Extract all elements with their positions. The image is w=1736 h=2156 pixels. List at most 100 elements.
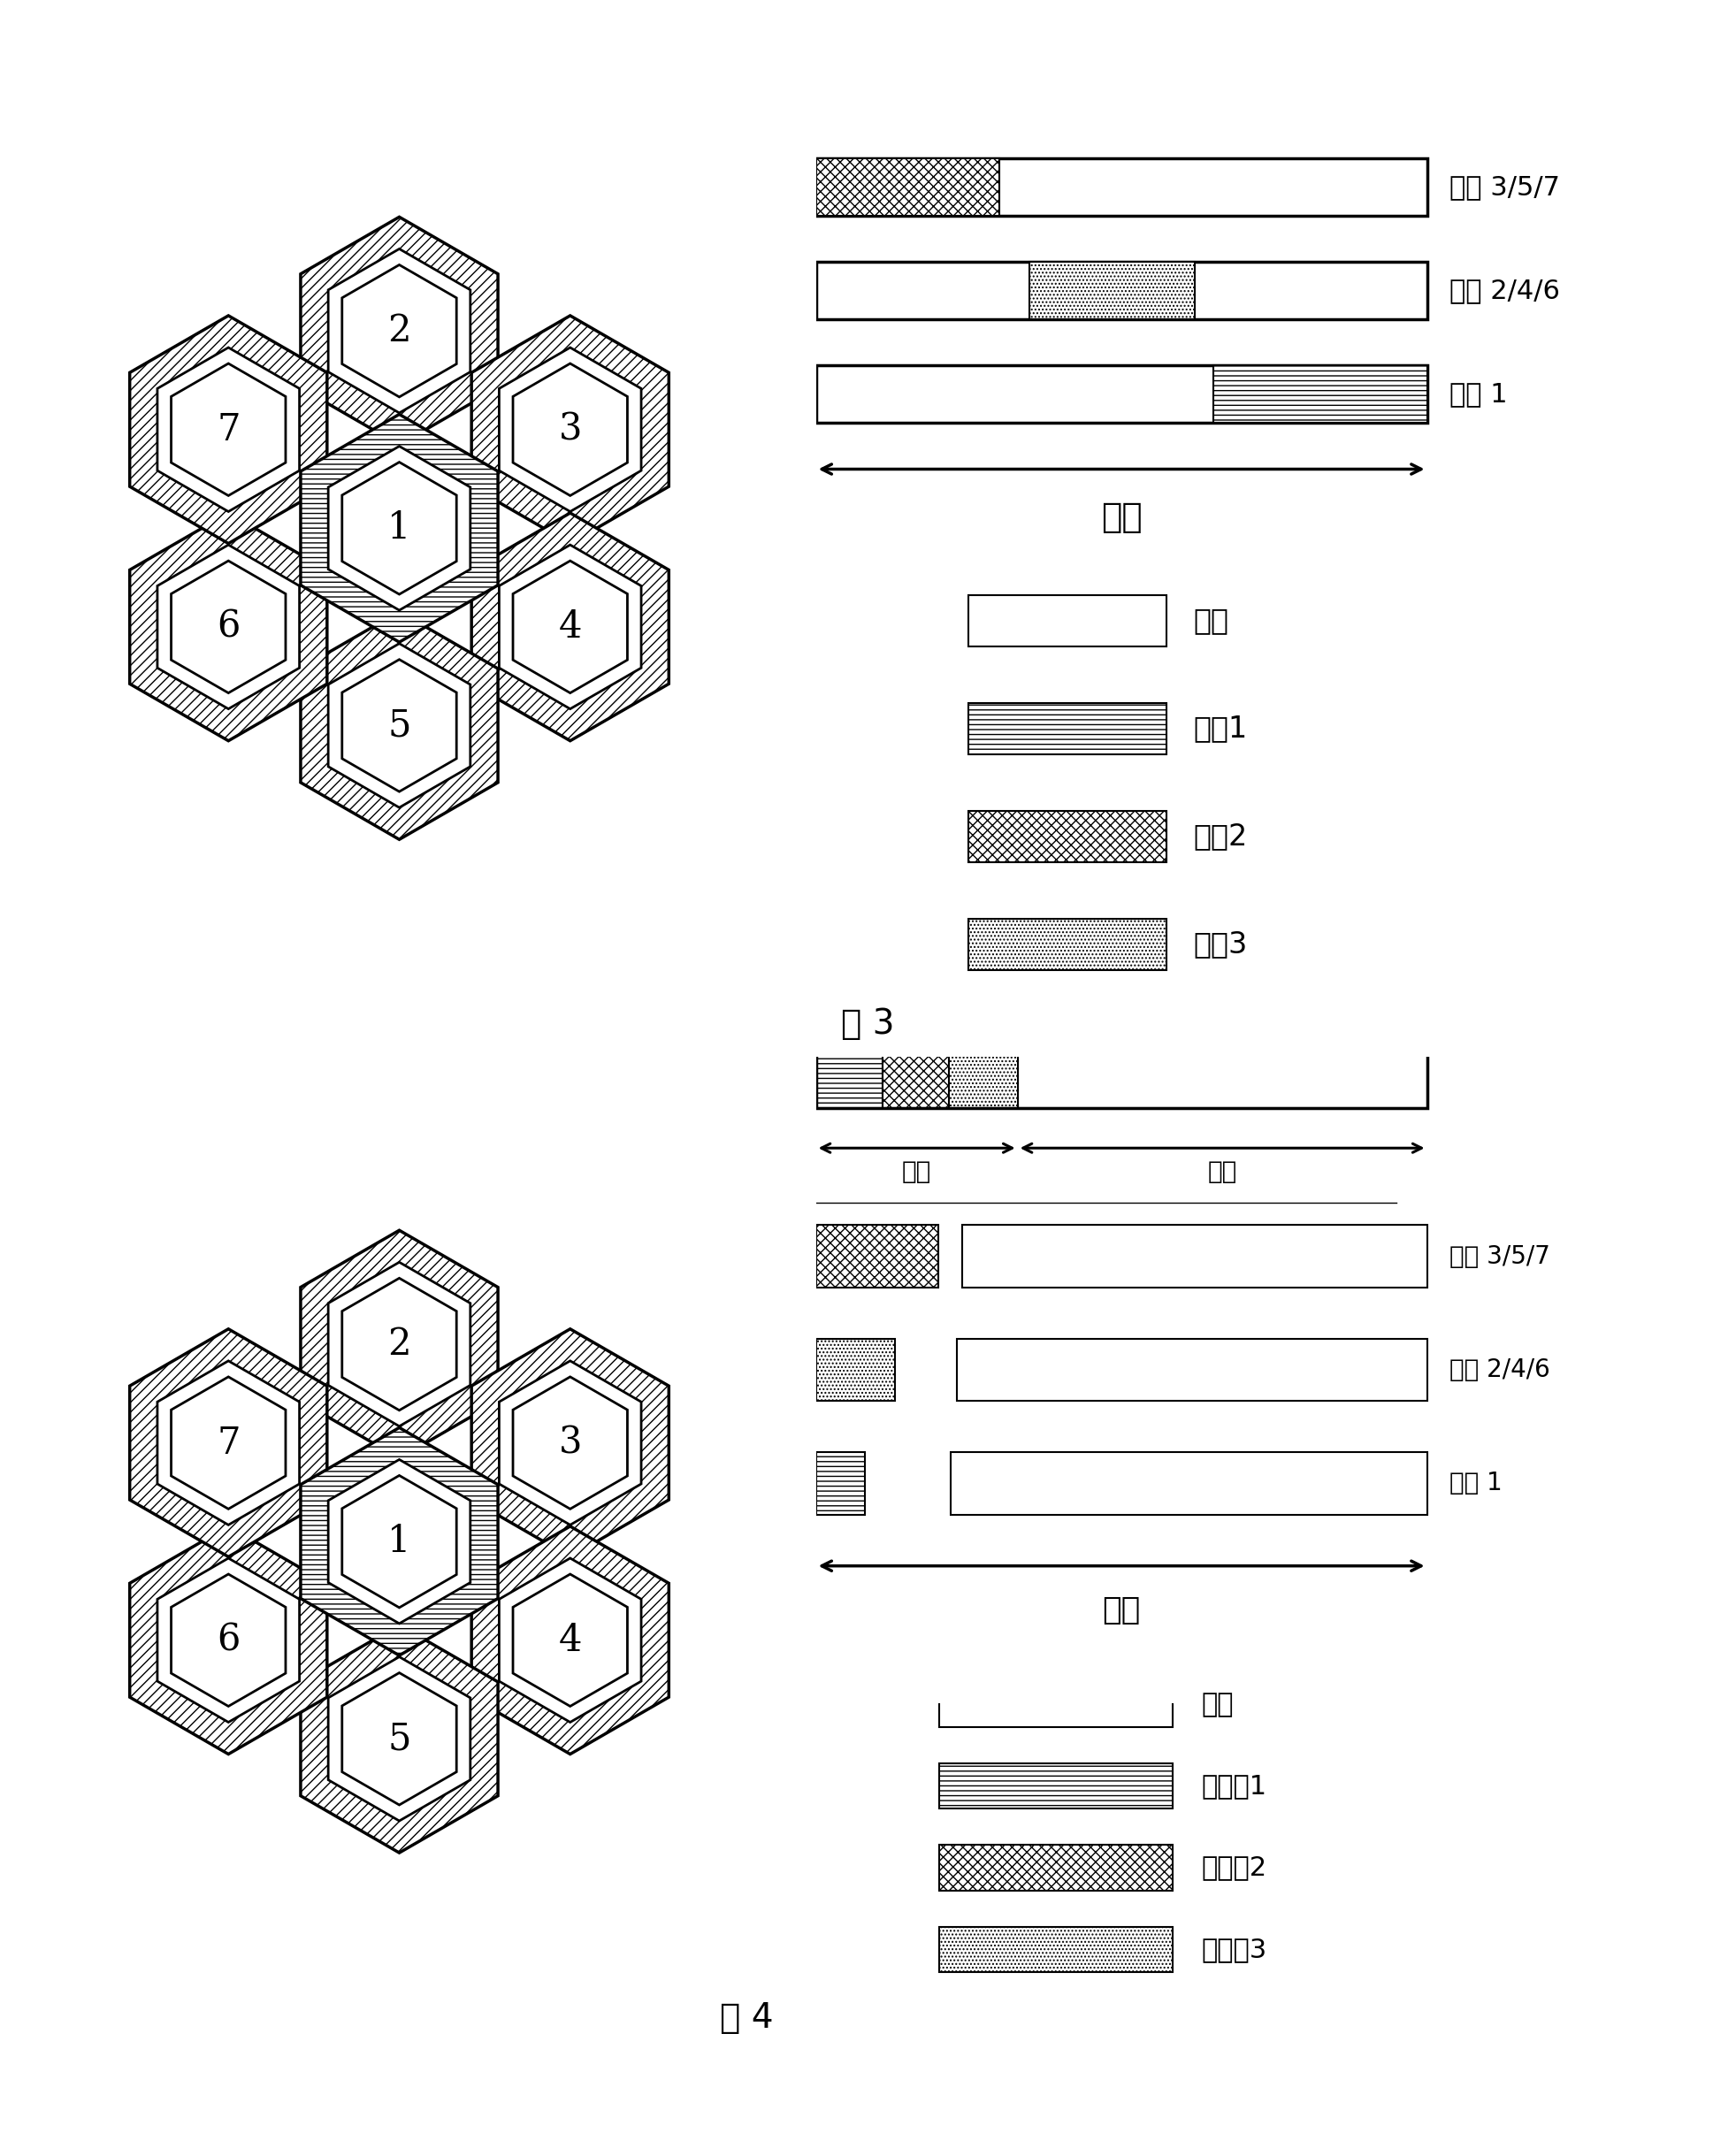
- Polygon shape: [512, 364, 627, 496]
- Bar: [969, 918, 1167, 970]
- Bar: [939, 1927, 1172, 1973]
- Polygon shape: [158, 545, 299, 709]
- Polygon shape: [130, 1328, 326, 1557]
- Polygon shape: [158, 1360, 299, 1524]
- Bar: [1017, 1046, 1427, 1108]
- Text: 4: 4: [559, 608, 582, 645]
- Text: 子主频3: 子主频3: [1201, 1936, 1267, 1962]
- Text: 6: 6: [217, 1621, 240, 1658]
- Bar: [816, 160, 1000, 216]
- Polygon shape: [512, 1574, 627, 1705]
- Text: 主频: 主频: [903, 1160, 932, 1184]
- Polygon shape: [500, 1360, 641, 1524]
- Polygon shape: [472, 513, 668, 742]
- Polygon shape: [300, 1427, 498, 1656]
- Polygon shape: [172, 561, 286, 692]
- Polygon shape: [158, 347, 299, 511]
- Text: 5: 5: [387, 1720, 411, 1757]
- Bar: [816, 1339, 896, 1401]
- Polygon shape: [172, 1574, 286, 1705]
- Polygon shape: [472, 315, 668, 543]
- Text: 小区 1: 小区 1: [1450, 1470, 1503, 1496]
- Polygon shape: [172, 1378, 286, 1509]
- Bar: [962, 1225, 1427, 1287]
- Polygon shape: [328, 1261, 470, 1427]
- Polygon shape: [342, 461, 457, 595]
- Text: 图 4: 图 4: [720, 2001, 773, 2035]
- Bar: [939, 1764, 1172, 1809]
- Text: 2: 2: [387, 313, 411, 349]
- Text: 3: 3: [559, 412, 582, 448]
- Text: 2: 2: [387, 1326, 411, 1363]
- Bar: [882, 1046, 950, 1108]
- Text: 小区 3/5/7: 小区 3/5/7: [1450, 1244, 1550, 1268]
- Bar: [816, 263, 1427, 319]
- Text: 副频: 副频: [1208, 1160, 1238, 1184]
- Polygon shape: [328, 1656, 470, 1822]
- Text: 图 3: 图 3: [842, 1007, 894, 1041]
- Text: 5: 5: [387, 707, 411, 744]
- Polygon shape: [172, 364, 286, 496]
- Polygon shape: [500, 545, 641, 709]
- Bar: [1029, 263, 1194, 319]
- Bar: [950, 1453, 1427, 1514]
- Text: 小区 3/5/7: 小区 3/5/7: [1450, 175, 1561, 201]
- Text: 主频1: 主频1: [1193, 714, 1246, 744]
- Polygon shape: [500, 1559, 641, 1723]
- Polygon shape: [512, 1378, 627, 1509]
- Bar: [816, 160, 1427, 216]
- Polygon shape: [342, 1673, 457, 1805]
- Bar: [939, 1846, 1172, 1891]
- Polygon shape: [300, 1231, 498, 1457]
- Polygon shape: [328, 446, 470, 610]
- Text: 主频3: 主频3: [1193, 929, 1246, 959]
- Polygon shape: [342, 660, 457, 791]
- Text: 频率: 频率: [1101, 500, 1142, 535]
- Polygon shape: [300, 414, 498, 642]
- Text: 4: 4: [559, 1621, 582, 1658]
- Bar: [816, 1225, 937, 1287]
- Text: 主频2: 主频2: [1193, 821, 1246, 852]
- Text: 副频: 副频: [1201, 1692, 1234, 1718]
- Polygon shape: [130, 1526, 326, 1755]
- Text: 子主频1: 子主频1: [1201, 1774, 1267, 1798]
- Text: 6: 6: [217, 608, 240, 645]
- Text: 7: 7: [217, 1425, 240, 1462]
- Text: 副频: 副频: [1193, 606, 1229, 636]
- Polygon shape: [158, 1559, 299, 1723]
- Polygon shape: [328, 642, 470, 808]
- Text: 1: 1: [387, 1522, 411, 1561]
- Polygon shape: [472, 1526, 668, 1755]
- Polygon shape: [300, 612, 498, 839]
- Text: 子主频2: 子主频2: [1201, 1854, 1267, 1880]
- Bar: [969, 595, 1167, 647]
- Polygon shape: [300, 1626, 498, 1852]
- Polygon shape: [130, 315, 326, 543]
- Polygon shape: [342, 1279, 457, 1410]
- Bar: [957, 1339, 1427, 1401]
- Polygon shape: [328, 1460, 470, 1623]
- Polygon shape: [328, 248, 470, 414]
- Bar: [816, 367, 1427, 423]
- Polygon shape: [342, 265, 457, 397]
- Text: 频率: 频率: [1102, 1595, 1141, 1626]
- Bar: [816, 1453, 865, 1514]
- Bar: [969, 811, 1167, 862]
- Text: 小区 1: 小区 1: [1450, 382, 1509, 407]
- Bar: [950, 1046, 1017, 1108]
- Text: 1: 1: [387, 509, 411, 548]
- Polygon shape: [342, 1475, 457, 1608]
- Bar: [969, 703, 1167, 755]
- Text: 7: 7: [217, 412, 240, 448]
- Bar: [939, 1682, 1172, 1727]
- Polygon shape: [472, 1328, 668, 1557]
- Bar: [816, 1046, 882, 1108]
- Bar: [816, 1046, 1427, 1108]
- Polygon shape: [512, 561, 627, 692]
- Text: 3: 3: [559, 1425, 582, 1462]
- Polygon shape: [300, 218, 498, 444]
- Text: 小区 2/4/6: 小区 2/4/6: [1450, 278, 1561, 304]
- Bar: [1213, 367, 1427, 423]
- Text: 小区 2/4/6: 小区 2/4/6: [1450, 1358, 1550, 1382]
- Polygon shape: [130, 513, 326, 742]
